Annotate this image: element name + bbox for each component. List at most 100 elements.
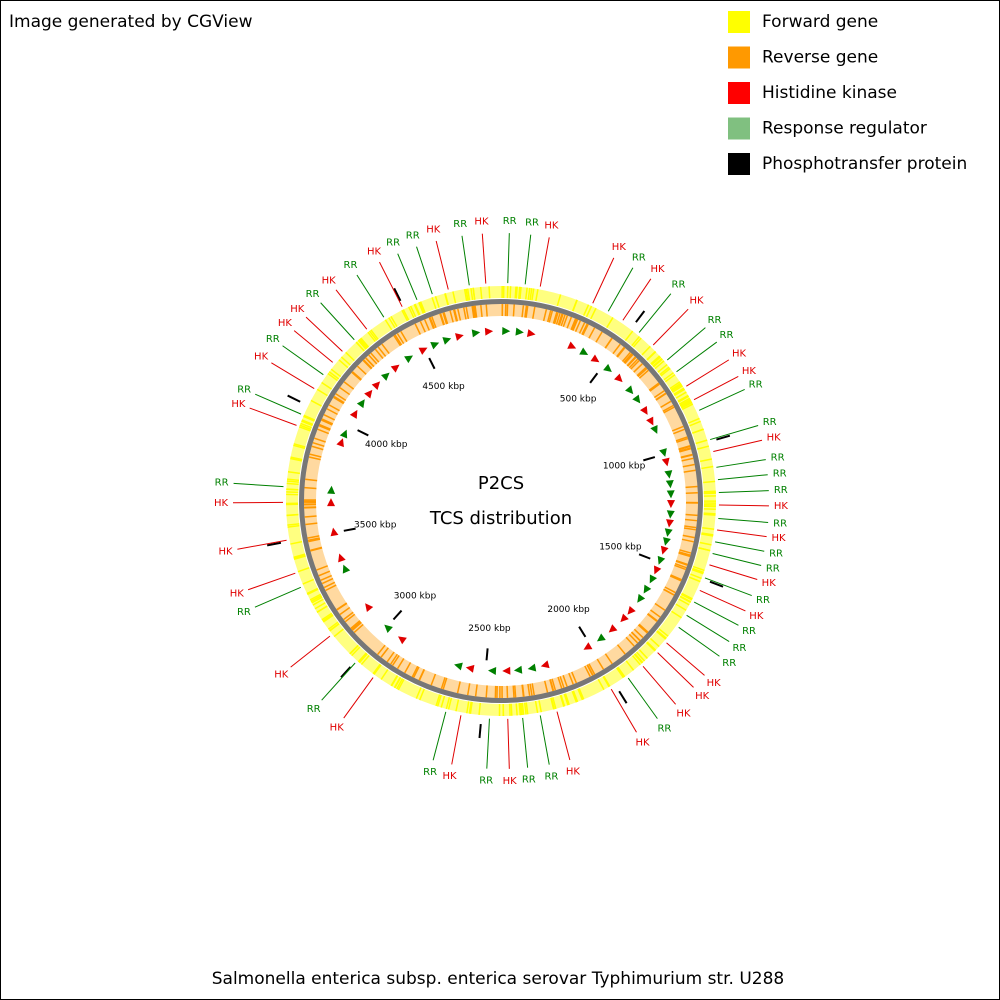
feature-marker bbox=[660, 545, 669, 555]
tick-label: 1000 kbp bbox=[603, 461, 646, 471]
gene-stripe bbox=[656, 630, 667, 640]
gene-stripe bbox=[524, 305, 528, 318]
gene-stripe bbox=[310, 595, 322, 603]
gene-stripe bbox=[586, 664, 594, 676]
tick-mark bbox=[340, 666, 352, 678]
gene-stripe bbox=[327, 621, 339, 630]
feature-leader bbox=[686, 614, 730, 642]
gene-stripe bbox=[596, 658, 605, 670]
gene-stripe bbox=[393, 676, 401, 689]
gene-stripe bbox=[309, 593, 322, 601]
feature-marker bbox=[513, 665, 523, 674]
gene-stripe bbox=[669, 381, 681, 390]
gene-stripe bbox=[350, 620, 361, 630]
feature-marker bbox=[471, 329, 481, 338]
feature-leader bbox=[718, 490, 769, 494]
gene-stripe bbox=[316, 565, 328, 571]
tick-mark bbox=[716, 434, 731, 441]
legend-label: Forward gene bbox=[762, 12, 878, 32]
gene-stripe bbox=[562, 675, 568, 687]
gene-stripe bbox=[428, 317, 435, 329]
feature-label: RR bbox=[525, 218, 539, 229]
feature-marker bbox=[515, 327, 524, 336]
feature-label: RR bbox=[266, 334, 280, 345]
gene-stripe bbox=[551, 678, 557, 691]
gene-stripe bbox=[690, 573, 702, 580]
gene-stripe bbox=[318, 424, 331, 431]
gene-stripe bbox=[381, 343, 390, 355]
gene-stripe bbox=[628, 358, 639, 369]
gene-stripe bbox=[305, 522, 318, 526]
feature-leader bbox=[290, 635, 331, 668]
feature-marker bbox=[646, 416, 654, 426]
gene-stripe bbox=[627, 356, 637, 367]
gene-stripe bbox=[577, 688, 584, 701]
feature-marker bbox=[659, 448, 667, 457]
gene-stripe bbox=[624, 354, 634, 365]
feature-leader bbox=[718, 517, 769, 523]
gene-stripe bbox=[485, 685, 488, 698]
gene-stripe bbox=[689, 420, 701, 427]
gene-stripe bbox=[409, 305, 417, 318]
feature-label: RR bbox=[479, 776, 493, 787]
gene-stripe bbox=[307, 535, 320, 539]
gene-stripe bbox=[637, 624, 648, 634]
tick-label: 3000 kbp bbox=[394, 591, 437, 601]
feature-leader bbox=[713, 439, 763, 453]
gene-stripe bbox=[419, 301, 426, 314]
gene-stripe bbox=[674, 388, 686, 397]
gene-stripe bbox=[552, 697, 557, 710]
gene-stripe bbox=[353, 623, 364, 633]
gene-stripe bbox=[550, 697, 556, 710]
gene-stripe bbox=[653, 390, 665, 399]
gene-stripe bbox=[466, 701, 470, 714]
gene-stripe bbox=[308, 456, 321, 461]
feature-marker bbox=[330, 527, 339, 537]
feature-label: RR bbox=[771, 453, 785, 464]
tick-mark-inner bbox=[343, 527, 356, 532]
feature-leader bbox=[709, 564, 758, 580]
gene-stripe bbox=[638, 369, 649, 379]
tick-mark bbox=[709, 580, 724, 588]
gene-stripe bbox=[449, 310, 454, 323]
feature-marker bbox=[502, 666, 511, 675]
gene-stripe bbox=[355, 341, 365, 352]
feature-label: HK bbox=[367, 246, 382, 257]
gene-stripe bbox=[531, 683, 535, 696]
gene-stripe bbox=[680, 401, 693, 409]
feature-leader bbox=[522, 717, 529, 768]
feature-marker bbox=[380, 372, 390, 381]
gene-stripe bbox=[358, 339, 368, 350]
gene-stripe bbox=[669, 575, 682, 582]
gene-stripe bbox=[436, 694, 442, 707]
gene-stripe bbox=[674, 564, 686, 571]
gene-stripe bbox=[480, 304, 483, 318]
feature-leader bbox=[305, 316, 343, 352]
gene-stripe bbox=[679, 549, 692, 554]
feature-marker bbox=[632, 394, 641, 404]
feature-leader bbox=[486, 718, 490, 769]
gene-stripe bbox=[692, 428, 704, 434]
feature-label: RR bbox=[453, 219, 467, 230]
feature-label: HK bbox=[278, 318, 293, 329]
feature-marker bbox=[356, 399, 365, 409]
feature-leader bbox=[237, 539, 287, 550]
feature-leader bbox=[666, 642, 705, 676]
gene-stripe bbox=[386, 651, 395, 663]
gene-stripe bbox=[321, 419, 333, 426]
feature-marker bbox=[666, 510, 675, 519]
gene-stripe bbox=[303, 414, 316, 421]
gene-stripe bbox=[440, 677, 446, 690]
feature-leader bbox=[610, 688, 637, 733]
feature-label: RR bbox=[544, 771, 558, 782]
header: Image generated by CGView bbox=[9, 12, 253, 32]
gene-stripe bbox=[701, 532, 714, 536]
feature-label: HK bbox=[474, 217, 489, 228]
gene-stripe bbox=[435, 694, 441, 707]
gene-stripe bbox=[335, 393, 347, 401]
gene-stripe bbox=[465, 306, 470, 320]
gene-stripe bbox=[380, 647, 389, 658]
gene-stripe bbox=[623, 353, 633, 364]
feature-label: HK bbox=[426, 224, 441, 235]
